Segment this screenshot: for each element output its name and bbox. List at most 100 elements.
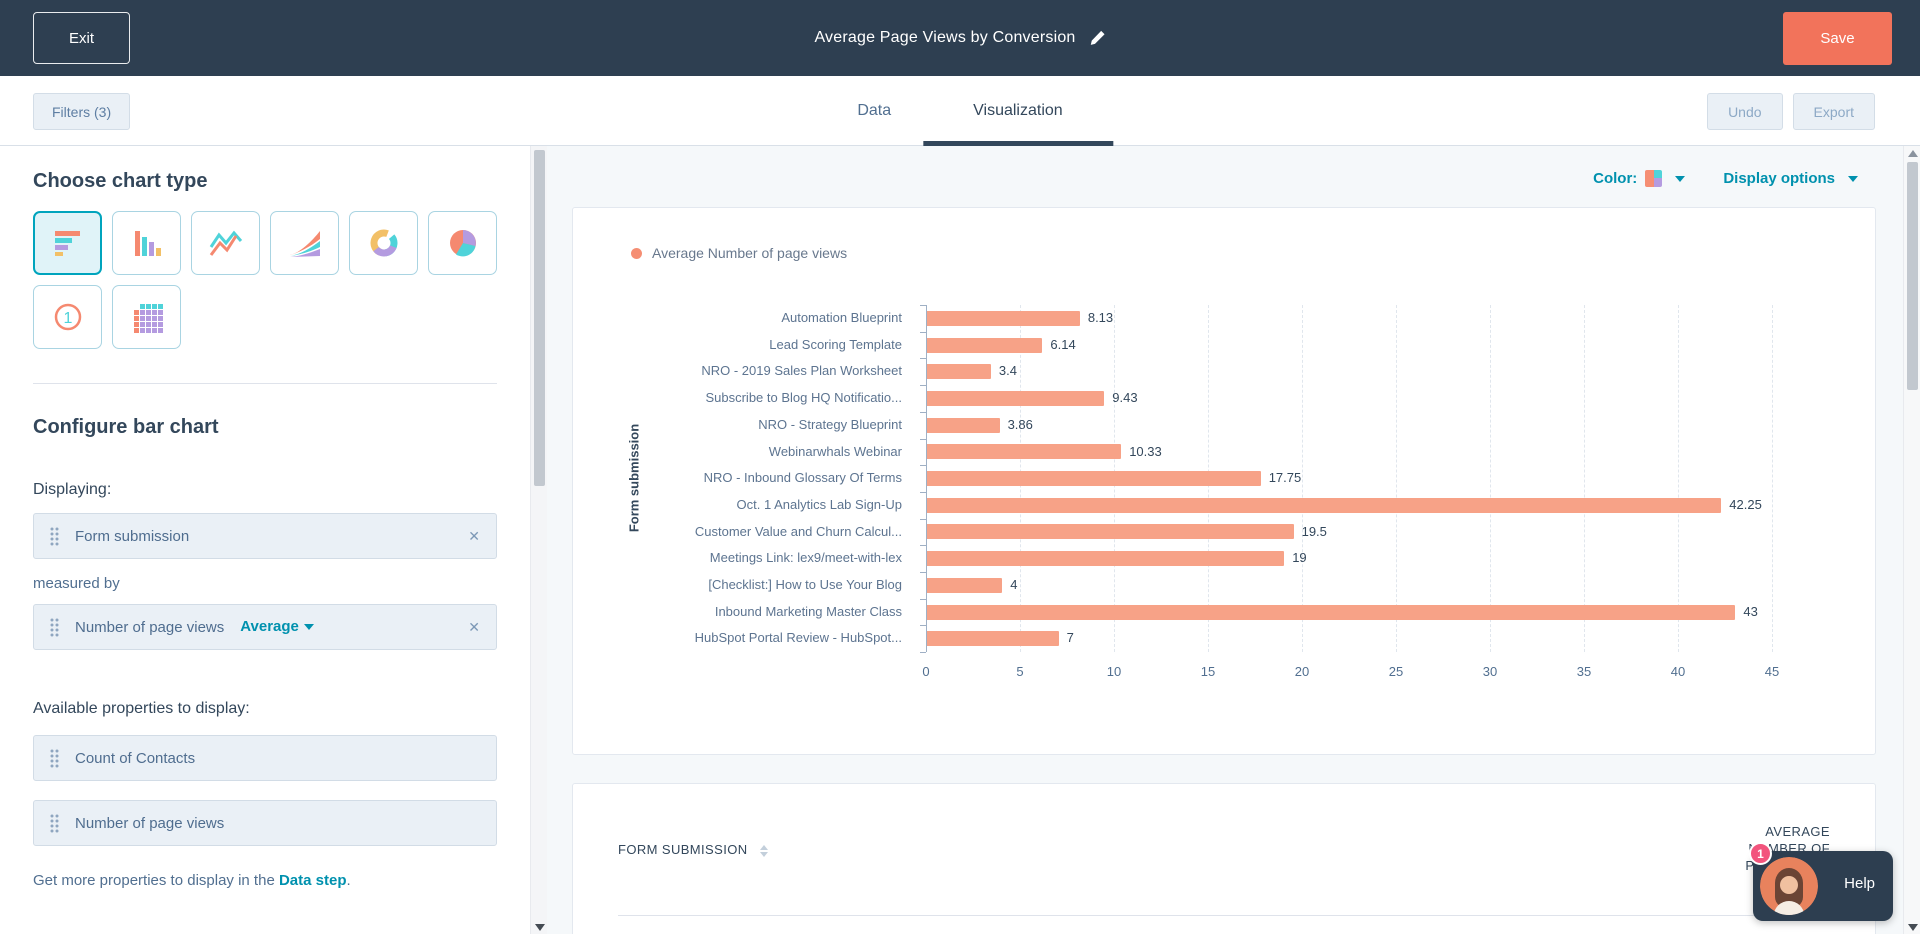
chart-bar[interactable] bbox=[927, 497, 1722, 513]
remove-displaying-icon[interactable]: ✕ bbox=[468, 527, 480, 544]
drag-handle-icon[interactable] bbox=[50, 527, 59, 546]
category-label: Webinarwhals Webinar bbox=[768, 443, 902, 459]
toolbar: Filters (3) Data Visualization Undo Expo… bbox=[0, 76, 1920, 146]
measured-by-label: measured by bbox=[33, 575, 120, 592]
chart-bar[interactable] bbox=[927, 444, 1122, 460]
tab-visualization[interactable]: Visualization bbox=[922, 76, 1113, 146]
chart-bar[interactable] bbox=[927, 631, 1059, 647]
chart-bar[interactable] bbox=[927, 604, 1736, 620]
measure-pill-label: Number of page views bbox=[75, 618, 225, 636]
table-icon bbox=[133, 304, 163, 333]
gridline bbox=[1678, 305, 1679, 652]
sidebar-scrollbar[interactable] bbox=[530, 146, 547, 934]
footnote-text: Get more properties to display in the bbox=[33, 872, 279, 889]
displaying-pill-label: Form submission bbox=[75, 527, 190, 545]
undo-button[interactable]: Undo bbox=[1707, 93, 1783, 130]
bar-value-label: 3.86 bbox=[1007, 416, 1033, 432]
x-tick-label: 40 bbox=[1670, 664, 1686, 680]
main-scroll-up-arrow[interactable] bbox=[1908, 150, 1918, 157]
chart-bar[interactable] bbox=[927, 524, 1294, 540]
bar-value-label: 8.13 bbox=[1087, 310, 1114, 325]
chart-bar[interactable] bbox=[927, 337, 1043, 353]
display-options-dropdown[interactable]: Display options bbox=[1723, 170, 1858, 187]
remove-measure-icon[interactable]: ✕ bbox=[468, 618, 480, 635]
bar-value-label: 42.25 bbox=[1729, 496, 1762, 512]
main-scroll-down-arrow[interactable] bbox=[1908, 924, 1918, 931]
main-scrollbar-thumb[interactable] bbox=[1907, 162, 1918, 390]
choose-chart-type-heading: Choose chart type bbox=[33, 170, 208, 192]
color-dropdown[interactable]: Color: bbox=[1593, 170, 1686, 187]
aggregation-dropdown[interactable]: Average bbox=[240, 618, 314, 636]
chevron-down-icon bbox=[303, 623, 314, 630]
filters-button[interactable]: Filters (3) bbox=[33, 93, 131, 130]
help-widget[interactable]: 1 Help bbox=[1749, 842, 1893, 921]
chart-type-area[interactable] bbox=[270, 211, 339, 275]
color-swatch bbox=[1645, 170, 1663, 187]
save-button[interactable]: Save bbox=[1783, 12, 1892, 65]
chart-bar[interactable] bbox=[927, 417, 1000, 433]
measure-pill[interactable]: Number of page views Average ✕ bbox=[33, 604, 497, 650]
y-axis-tick bbox=[920, 411, 926, 413]
x-tick-label: 45 bbox=[1764, 664, 1780, 680]
exit-button[interactable]: Exit bbox=[33, 12, 130, 64]
config-sidebar: Choose chart type bbox=[0, 146, 530, 934]
available-pill-number-of-page-views[interactable]: Number of page views bbox=[33, 800, 497, 846]
bar-value-label: 9.43 bbox=[1112, 390, 1138, 406]
x-tick-label: 0 bbox=[922, 664, 930, 680]
gridline bbox=[1302, 305, 1303, 652]
chart-bar[interactable] bbox=[927, 364, 991, 380]
report-title-wrap: Average Page Views by Conversion bbox=[814, 29, 1105, 47]
available-properties-label: Available properties to display: bbox=[33, 700, 250, 717]
bar-value-label: 19.5 bbox=[1301, 523, 1327, 539]
chart-type-summary[interactable]: 1 bbox=[33, 285, 102, 349]
y-axis-tick bbox=[920, 305, 926, 306]
pie-chart-icon bbox=[449, 230, 476, 257]
y-axis-tick bbox=[920, 331, 926, 333]
tab-visualization-label: Visualization bbox=[973, 102, 1063, 119]
chart-bar[interactable] bbox=[927, 577, 1003, 593]
notification-badge: 1 bbox=[1749, 842, 1772, 865]
y-axis-tick bbox=[920, 358, 926, 360]
area-chart-icon bbox=[289, 231, 320, 257]
column-header-form-submission[interactable]: FORM SUBMISSION bbox=[618, 842, 768, 857]
sort-icon[interactable] bbox=[759, 844, 768, 857]
export-button[interactable]: Export bbox=[1792, 93, 1875, 130]
drag-handle-icon[interactable] bbox=[50, 814, 59, 833]
chart-bar[interactable] bbox=[927, 310, 1080, 326]
bar-value-label: 19 bbox=[1292, 550, 1307, 566]
chevron-down-icon bbox=[1675, 175, 1686, 182]
y-axis-tick bbox=[920, 598, 926, 600]
available-pill-count-of-contacts[interactable]: Count of Contacts bbox=[33, 735, 497, 781]
chart-type-donut[interactable] bbox=[349, 211, 418, 275]
y-axis-tick bbox=[920, 625, 926, 627]
tab-data[interactable]: Data bbox=[857, 102, 892, 119]
chart-type-pie[interactable] bbox=[428, 211, 497, 275]
main-scrollbar[interactable] bbox=[1903, 146, 1920, 934]
sidebar-scroll-down-arrow[interactable] bbox=[535, 924, 545, 931]
y-axis-tick bbox=[920, 572, 926, 573]
chart-type-horizontal-bar[interactable] bbox=[33, 211, 102, 275]
chart-bar[interactable] bbox=[927, 551, 1285, 567]
chart-type-line[interactable] bbox=[191, 211, 260, 275]
avatar bbox=[1760, 857, 1818, 915]
chart-type-vertical-bar[interactable] bbox=[112, 211, 181, 275]
chart-bar[interactable] bbox=[927, 390, 1105, 406]
drag-handle-icon[interactable] bbox=[50, 749, 59, 768]
edit-title-pencil-icon[interactable] bbox=[1090, 30, 1106, 46]
svg-text:1: 1 bbox=[63, 310, 72, 327]
chart-bar[interactable] bbox=[927, 471, 1261, 487]
y-axis-tick bbox=[920, 465, 926, 467]
drag-handle-icon[interactable] bbox=[50, 618, 59, 637]
chart-legend[interactable]: Average Number of page views bbox=[631, 245, 847, 261]
active-tab-underline bbox=[922, 141, 1113, 146]
chart-plot: Form submission Average Number of page v… bbox=[573, 305, 1843, 801]
displaying-pill[interactable]: Form submission ✕ bbox=[33, 513, 497, 559]
gridline bbox=[1584, 305, 1585, 652]
y-axis-tick bbox=[920, 438, 926, 440]
x-tick-label: 20 bbox=[1294, 664, 1310, 680]
sidebar-scrollbar-thumb[interactable] bbox=[534, 150, 545, 486]
chart-type-table[interactable] bbox=[112, 285, 181, 349]
vertical-bar-icon bbox=[134, 231, 161, 256]
content: Choose chart type bbox=[0, 146, 1920, 934]
data-step-link[interactable]: Data step bbox=[278, 872, 347, 889]
